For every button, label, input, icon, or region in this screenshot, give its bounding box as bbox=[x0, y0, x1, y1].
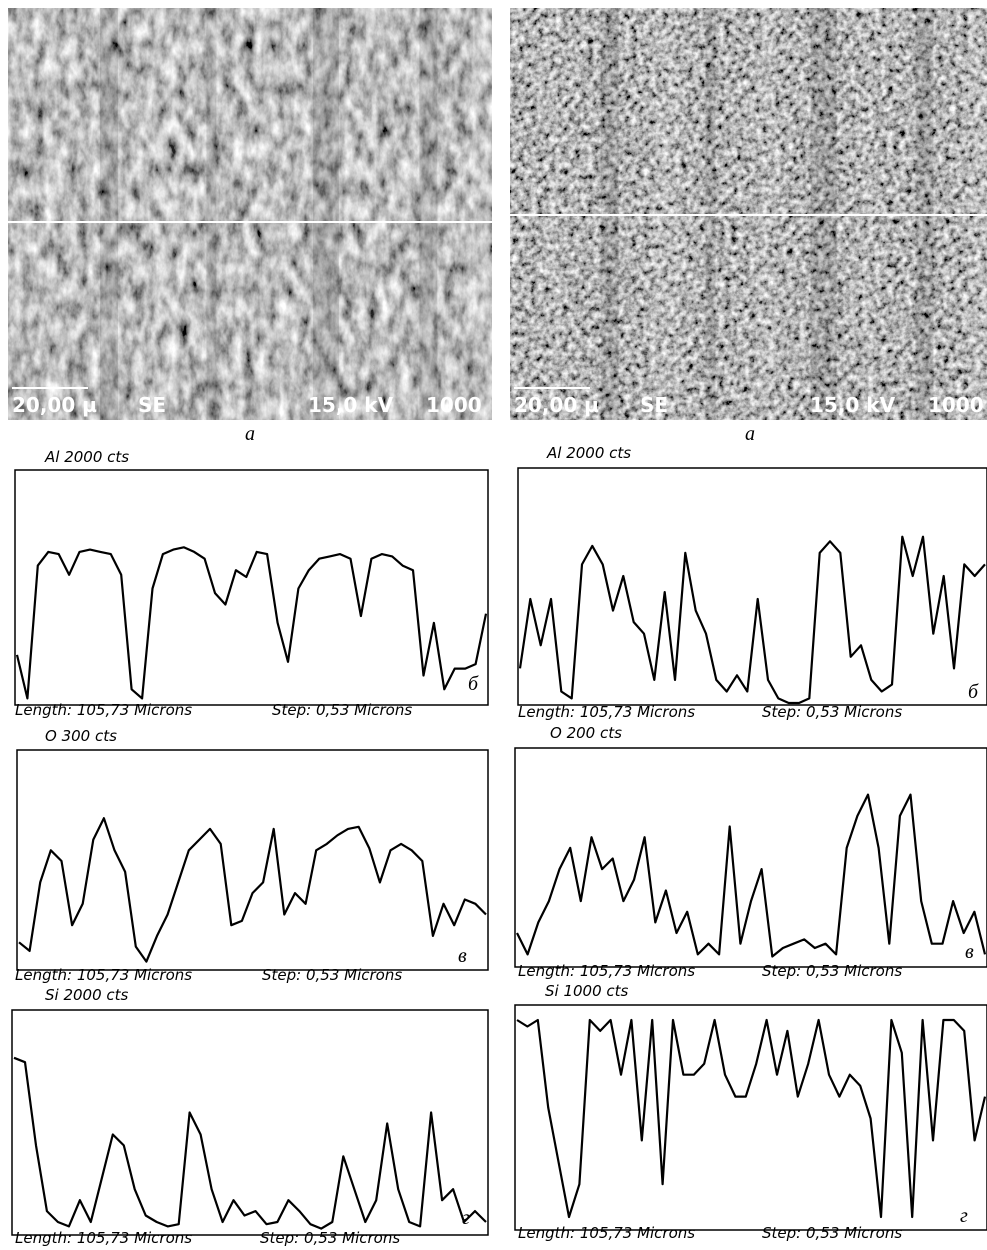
panel-letter: б bbox=[468, 673, 479, 695]
profile-title: O 300 cts bbox=[45, 727, 117, 745]
panel-letter: б bbox=[968, 681, 979, 703]
profile-box bbox=[514, 747, 987, 968]
step-label: Step: 0,53 Microns bbox=[762, 962, 902, 980]
length-label: Length: 105,73 Microns bbox=[518, 703, 695, 721]
streak bbox=[472, 8, 499, 420]
mode-label: SE bbox=[138, 393, 166, 417]
mode-label: SE bbox=[640, 393, 668, 417]
streak bbox=[153, 8, 180, 420]
streak bbox=[312, 8, 339, 420]
profile-box bbox=[514, 1004, 987, 1231]
panel-letter: г bbox=[462, 1207, 470, 1229]
profile-curve bbox=[13, 1056, 487, 1230]
profile-curve bbox=[516, 1018, 987, 1219]
streak bbox=[99, 8, 118, 420]
panel-letter: в bbox=[458, 945, 467, 967]
profile-box bbox=[16, 749, 489, 971]
profile-curve bbox=[15, 546, 488, 700]
step-label: Step: 0,53 Microns bbox=[262, 966, 402, 984]
streak bbox=[366, 8, 377, 420]
profile-title: Si 1000 cts bbox=[545, 982, 629, 1000]
step-label: Step: 0,53 Microns bbox=[260, 1229, 400, 1247]
caption: а bbox=[245, 423, 255, 445]
caption: а bbox=[745, 423, 755, 445]
length-label: Length: 105,73 Microns bbox=[15, 701, 192, 719]
streak bbox=[46, 8, 57, 420]
profile-title: Si 2000 cts bbox=[45, 986, 129, 1004]
magnification-label: 1000 bbox=[426, 393, 482, 417]
profile-box bbox=[11, 1009, 489, 1236]
profile-curve bbox=[518, 535, 986, 705]
streak bbox=[259, 8, 278, 420]
profile-box bbox=[14, 469, 489, 706]
streak bbox=[419, 8, 438, 420]
profile-title: Al 2000 cts bbox=[546, 444, 631, 462]
sem-image bbox=[8, 8, 492, 420]
profile-curve bbox=[18, 817, 487, 963]
step-label: Step: 0,53 Microns bbox=[762, 1224, 902, 1242]
voltage-label: 15,0 kV bbox=[308, 393, 394, 417]
streak bbox=[206, 8, 217, 420]
step-label: Step: 0,53 Microns bbox=[272, 701, 412, 719]
voltage-label: 15,0 kV bbox=[810, 393, 896, 417]
panel-letter: в bbox=[965, 941, 974, 963]
length-label: Length: 105,73 Microns bbox=[518, 1224, 695, 1242]
scale-label: 20,00 µ bbox=[12, 393, 97, 417]
length-label: Length: 105,73 Microns bbox=[518, 962, 695, 980]
step-label: Step: 0,53 Microns bbox=[762, 703, 902, 721]
profile-title: Al 2000 cts bbox=[44, 448, 129, 466]
profile-curve bbox=[516, 793, 987, 958]
profile-title: O 200 cts bbox=[550, 724, 622, 742]
profile-box bbox=[517, 467, 987, 706]
panel-letter: г bbox=[960, 1205, 968, 1227]
magnification-label: 1000 bbox=[928, 393, 984, 417]
length-label: Length: 105,73 Microns bbox=[15, 966, 192, 984]
length-label: Length: 105,73 Microns bbox=[15, 1229, 192, 1247]
scale-label: 20,00 µ bbox=[514, 393, 599, 417]
